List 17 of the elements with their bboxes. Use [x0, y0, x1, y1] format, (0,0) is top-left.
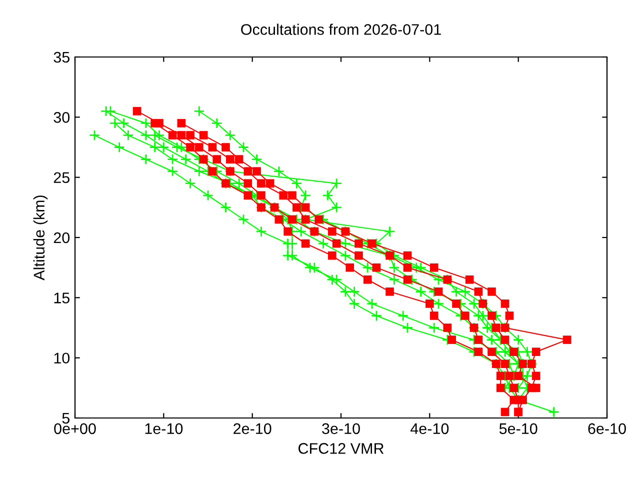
y-tick-label: 10: [54, 352, 70, 364]
y-tick-label: 30: [54, 112, 70, 123]
chart-title: Occultations from 2026-07-01: [241, 24, 441, 35]
x-tick-label: 5e-10: [499, 423, 538, 434]
x-tick-label: 4e-10: [410, 423, 449, 434]
y-tick-label: 35: [54, 52, 70, 63]
x-tick-label: 0e+00: [54, 423, 96, 434]
x-tick-label: 2e-10: [234, 423, 272, 434]
y-tick-label: 20: [54, 232, 70, 244]
y-tick-label: 15: [54, 292, 70, 304]
y-tick-label: 5: [62, 413, 70, 424]
x-tick-label: 6e-10: [588, 423, 626, 434]
x-tick-label: 3e-10: [322, 423, 360, 434]
y-tick-label: 25: [54, 172, 70, 184]
x-tick-label: 1e-10: [145, 423, 183, 434]
y-axis-title: Altitude (km): [33, 196, 48, 280]
x-axis-title: CFC12 VMR: [298, 443, 384, 454]
